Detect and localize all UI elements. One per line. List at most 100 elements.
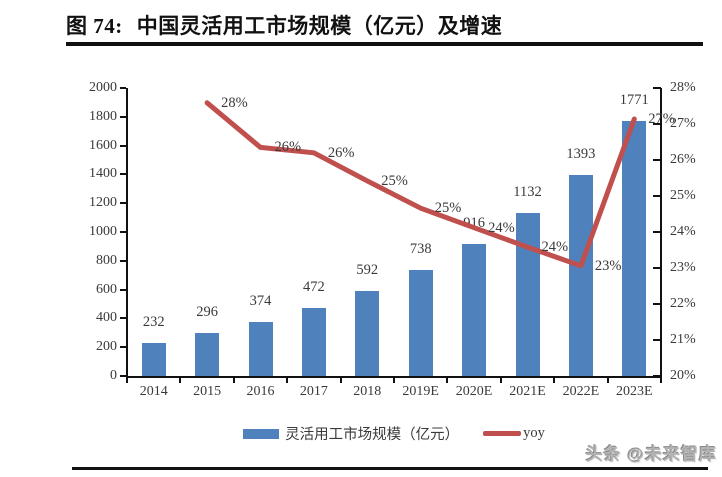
yoy-point-label: 24% xyxy=(541,239,569,256)
left-axis-tick-label: 800 xyxy=(96,252,117,268)
right-axis-line xyxy=(660,88,662,378)
x-axis-tick-mark xyxy=(393,376,395,383)
bar-2021E xyxy=(515,212,540,376)
legend-line-swatch xyxy=(483,431,522,436)
bar-2020E xyxy=(462,244,487,376)
left-axis-tick-mark xyxy=(120,288,126,291)
legend-label-yoy: yoy xyxy=(523,425,545,441)
left-axis-tick-mark xyxy=(120,87,126,89)
bar-2017 xyxy=(301,308,326,376)
legend-item-market-size: 灵活用工市场规模（亿元） xyxy=(243,423,459,444)
title-underline xyxy=(66,42,703,46)
left-axis-tick-label: 1000 xyxy=(89,224,117,239)
x-axis-tick-label: 2015 xyxy=(193,384,222,399)
bar-2018 xyxy=(355,290,380,376)
left-axis-tick-mark xyxy=(120,202,126,205)
right-axis-tick-label: 22% xyxy=(670,296,696,311)
bar-2015 xyxy=(195,333,220,376)
x-axis-tick-label: 2019E xyxy=(402,384,439,399)
x-axis-tick-label: 2014 xyxy=(139,384,168,399)
left-axis-tick-mark xyxy=(120,317,126,320)
left-axis-tick-mark xyxy=(120,115,126,118)
x-axis-tick-label: 2020E xyxy=(455,384,493,399)
figure-number-label: 图 74: xyxy=(66,14,123,38)
chart-legend: 灵活用工市场规模（亿元） yoy xyxy=(127,423,661,444)
bar-value-label: 374 xyxy=(249,293,272,310)
left-axis-tick-mark xyxy=(120,346,126,349)
right-axis-tick-mark xyxy=(653,339,661,341)
right-axis-tick-mark xyxy=(653,231,661,233)
figure-title: 图 74: 中国灵活用工市场规模（亿元）及增速 xyxy=(66,10,706,40)
right-axis-tick-label: 25% xyxy=(670,188,696,203)
right-axis-tick-mark xyxy=(653,375,661,377)
left-axis-tick-label: 600 xyxy=(96,281,117,297)
x-axis-tick-label: 2016 xyxy=(246,384,275,399)
x-axis-tick-mark xyxy=(179,376,182,383)
x-axis-tick-mark xyxy=(232,376,235,383)
bar-2014 xyxy=(141,342,166,376)
yoy-point-label: 25% xyxy=(381,172,408,189)
x-axis-tick-label: 2017 xyxy=(299,384,328,399)
left-axis-line xyxy=(126,88,128,378)
legend-item-yoy: yoy xyxy=(483,425,545,442)
left-axis-tick-mark xyxy=(120,231,126,233)
right-axis-tick-label: 24% xyxy=(670,224,696,239)
left-axis-tick-label: 1200 xyxy=(89,195,117,211)
left-axis-tick-label: 1400 xyxy=(89,166,117,182)
figure-title-text: 中国灵活用工市场规模（亿元）及增速 xyxy=(136,14,503,38)
right-axis-tick-label: 21% xyxy=(670,332,696,347)
bar-value-label: 296 xyxy=(196,304,218,321)
x-axis-tick-label: 2018 xyxy=(353,384,382,399)
yoy-point-label: 25% xyxy=(434,200,462,217)
left-axis-tick-mark xyxy=(120,144,126,147)
bar-value-label: 738 xyxy=(409,240,432,257)
watermark-toutiao-weilaizhiku: 头条 @未来智库 xyxy=(585,445,717,464)
left-axis-tick-mark xyxy=(120,259,126,262)
x-axis-tick-label: 2023E xyxy=(616,384,653,399)
left-axis-tick-label: 0 xyxy=(110,368,117,383)
legend-label-market-size: 灵活用工市场规模（亿元） xyxy=(285,427,460,443)
bar-value-label: 592 xyxy=(356,261,379,278)
bar-2016 xyxy=(248,322,273,376)
yoy-point-label: 23% xyxy=(594,257,622,274)
x-axis-tick-mark xyxy=(126,376,128,383)
bar-value-label: 472 xyxy=(303,279,325,296)
bar-2022E xyxy=(568,175,593,376)
right-axis-tick-mark xyxy=(653,123,661,125)
bar-value-label: 1393 xyxy=(566,146,596,163)
x-axis-tick-label: 2021E xyxy=(509,384,546,399)
right-axis-tick-label: 28% xyxy=(670,80,696,95)
bar-2019E xyxy=(408,269,433,376)
left-axis-tick-mark xyxy=(120,173,126,176)
yoy-point-label: 24% xyxy=(488,219,515,236)
left-axis-tick-label: 200 xyxy=(96,339,117,355)
right-axis-tick-label: 27% xyxy=(670,116,696,131)
bottom-divider xyxy=(72,467,708,470)
yoy-point-label: 26% xyxy=(327,144,355,161)
bar-2023E xyxy=(622,120,647,376)
x-axis-tick-mark xyxy=(606,376,609,383)
x-axis-tick-mark xyxy=(660,376,662,383)
right-axis-tick-label: 20% xyxy=(670,368,696,383)
bar-value-label: 1771 xyxy=(619,91,649,108)
x-axis-tick-mark xyxy=(446,376,449,383)
right-axis-tick-mark xyxy=(653,267,661,269)
left-axis-tick-label: 2000 xyxy=(89,80,117,95)
bar-value-label: 232 xyxy=(142,313,165,330)
x-axis-tick-mark xyxy=(339,376,342,383)
x-axis-tick-mark xyxy=(286,376,289,383)
right-axis-tick-label: 26% xyxy=(670,152,696,167)
x-axis-tick-mark xyxy=(553,376,556,383)
left-axis-tick-label: 1600 xyxy=(89,137,117,153)
left-axis-tick-label: 1800 xyxy=(89,108,117,124)
right-axis-tick-mark xyxy=(653,87,661,89)
left-axis-tick-mark xyxy=(120,375,126,377)
legend-bar-swatch xyxy=(243,428,280,439)
yoy-point-label: 28% xyxy=(221,94,248,111)
bar-value-label: 1132 xyxy=(513,183,542,200)
x-axis-tick-label: 2022E xyxy=(562,384,600,399)
right-axis-tick-label: 23% xyxy=(670,260,696,275)
left-axis-tick-label: 400 xyxy=(96,310,117,326)
